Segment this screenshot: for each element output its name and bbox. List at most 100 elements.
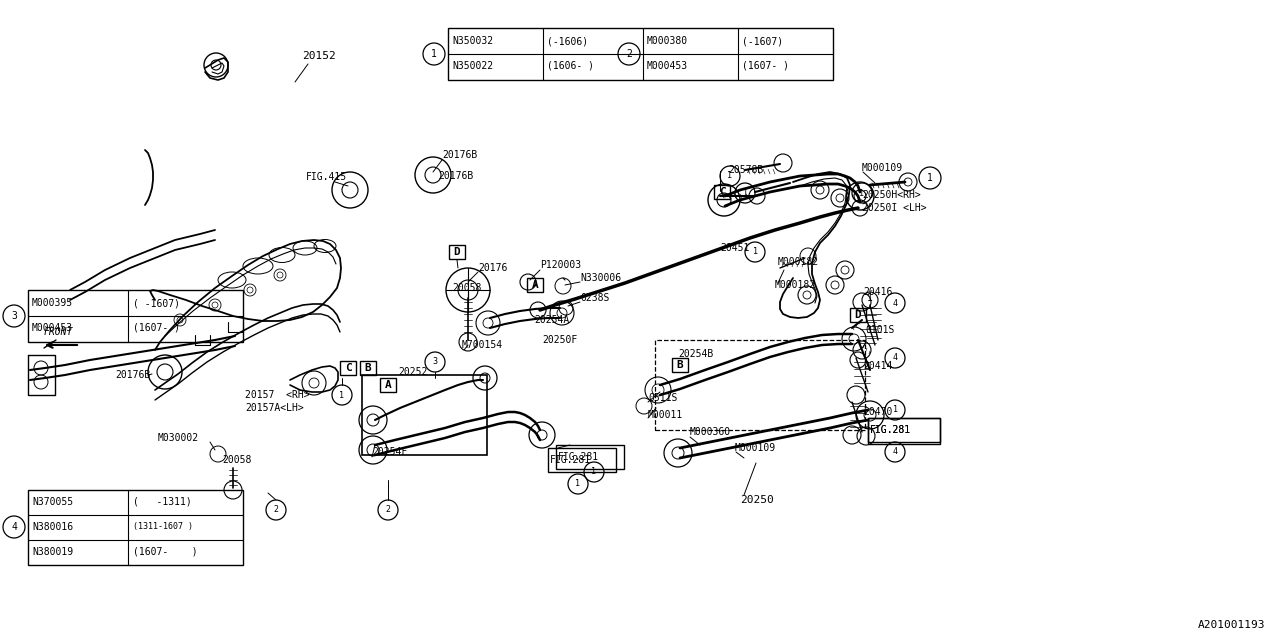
Text: B: B: [677, 360, 684, 370]
Bar: [360, 361, 376, 375]
Text: ( -1607): ( -1607): [133, 298, 180, 308]
Text: 1: 1: [859, 189, 864, 198]
Text: 20176B: 20176B: [442, 150, 477, 160]
Text: 1: 1: [867, 293, 873, 303]
Text: 2: 2: [626, 49, 632, 59]
Text: 1: 1: [576, 479, 581, 488]
Text: 4: 4: [12, 522, 17, 532]
Text: 20058: 20058: [452, 283, 481, 293]
Text: 1: 1: [753, 248, 758, 257]
Text: 20250F: 20250F: [541, 335, 577, 345]
Text: (-1606): (-1606): [547, 36, 588, 46]
Text: M000109: M000109: [861, 163, 904, 173]
Text: (1606- ): (1606- ): [547, 61, 594, 71]
Text: M700154: M700154: [462, 340, 503, 350]
Text: 1: 1: [591, 467, 596, 477]
Text: 4: 4: [892, 447, 897, 456]
Text: D: D: [453, 247, 461, 257]
Text: FRONT: FRONT: [44, 327, 73, 337]
Text: 20250H<RH>: 20250H<RH>: [861, 190, 920, 200]
Text: M000109: M000109: [735, 443, 776, 453]
Text: (1607- ): (1607- ): [133, 323, 180, 333]
Text: FIG.281: FIG.281: [550, 455, 591, 465]
Bar: [868, 418, 940, 442]
Bar: [340, 361, 356, 375]
Text: 0511S: 0511S: [648, 393, 677, 403]
Text: 20157  <RH>: 20157 <RH>: [244, 390, 310, 400]
Bar: [548, 448, 616, 472]
Bar: [655, 340, 865, 430]
Text: 20254F: 20254F: [372, 447, 407, 457]
Text: 20250: 20250: [740, 495, 773, 505]
Text: 20250I <LH>: 20250I <LH>: [861, 203, 927, 213]
Text: (   -1311): ( -1311): [133, 497, 192, 507]
Bar: [28, 290, 243, 342]
Text: 20470: 20470: [863, 407, 892, 417]
Bar: [28, 490, 243, 565]
Bar: [449, 245, 465, 259]
Text: 20252: 20252: [398, 367, 428, 377]
Text: 20451: 20451: [719, 243, 749, 253]
Text: 0238S: 0238S: [580, 293, 609, 303]
Text: 20578B: 20578B: [728, 165, 763, 175]
Text: M00011: M00011: [648, 410, 684, 420]
Bar: [868, 418, 940, 444]
Text: 20058: 20058: [221, 455, 251, 465]
Text: N350032: N350032: [452, 36, 493, 46]
Text: 20176: 20176: [477, 263, 507, 273]
Text: 2: 2: [385, 506, 390, 515]
Text: FIG.281: FIG.281: [558, 452, 599, 462]
Text: 2: 2: [274, 506, 279, 515]
Text: M000360: M000360: [690, 427, 731, 437]
Text: 1: 1: [742, 189, 748, 198]
Bar: [556, 445, 625, 469]
Text: A201001193: A201001193: [1198, 620, 1265, 630]
Text: 4: 4: [892, 298, 897, 307]
Bar: [714, 185, 730, 199]
Text: 20152: 20152: [302, 51, 335, 61]
Text: 20176B: 20176B: [115, 370, 150, 380]
Text: M000182: M000182: [774, 280, 817, 290]
Bar: [380, 378, 396, 392]
Text: C: C: [344, 363, 352, 373]
Text: C: C: [718, 187, 726, 197]
Text: M000453: M000453: [32, 323, 73, 333]
Text: (-1607): (-1607): [742, 36, 783, 46]
Bar: [527, 278, 543, 292]
Text: B: B: [365, 363, 371, 373]
Text: N370055: N370055: [32, 497, 73, 507]
Text: 0101S: 0101S: [865, 325, 895, 335]
Bar: [850, 308, 867, 322]
Text: FIG.281: FIG.281: [870, 425, 911, 435]
Text: M000453: M000453: [646, 61, 689, 71]
Text: M000380: M000380: [646, 36, 689, 46]
Text: N380019: N380019: [32, 547, 73, 557]
Text: (1607- ): (1607- ): [742, 61, 788, 71]
Text: D: D: [855, 310, 861, 320]
Text: 1: 1: [727, 172, 732, 180]
Text: 3: 3: [12, 311, 17, 321]
Text: 1: 1: [339, 390, 344, 399]
Text: 20254B: 20254B: [678, 349, 713, 359]
Text: N380016: N380016: [32, 522, 73, 532]
Text: 20157A<LH>: 20157A<LH>: [244, 403, 303, 413]
Text: 20414: 20414: [863, 361, 892, 371]
Text: 1: 1: [892, 406, 897, 415]
Text: N350022: N350022: [452, 61, 493, 71]
Text: 1: 1: [431, 49, 436, 59]
Text: 20176B: 20176B: [438, 171, 474, 181]
Text: M000182: M000182: [778, 257, 819, 267]
Text: 20416: 20416: [863, 287, 892, 297]
Text: (1607-    ): (1607- ): [133, 547, 197, 557]
Text: 1: 1: [927, 173, 933, 183]
Bar: [448, 28, 833, 80]
Text: N330006: N330006: [580, 273, 621, 283]
Text: FIG.415: FIG.415: [306, 172, 347, 182]
Text: (1311-1607 ): (1311-1607 ): [133, 522, 193, 531]
Text: 3: 3: [433, 358, 438, 367]
Text: M000395: M000395: [32, 298, 73, 308]
Text: A: A: [384, 380, 392, 390]
Bar: [362, 375, 486, 455]
Text: 4: 4: [892, 353, 897, 362]
Text: FIG.281: FIG.281: [870, 425, 911, 435]
